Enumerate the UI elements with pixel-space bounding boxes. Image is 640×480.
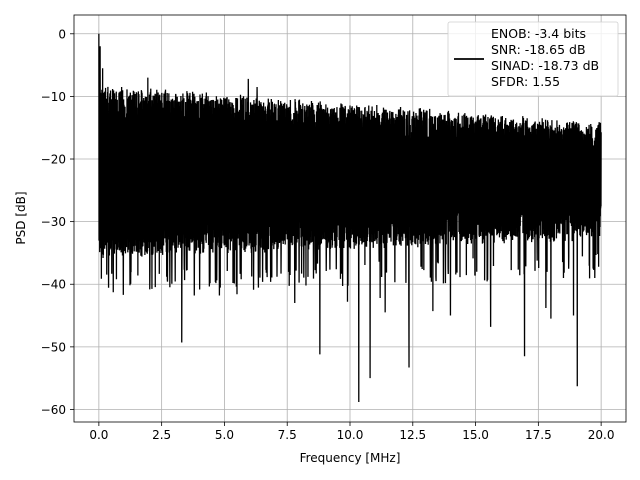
psd-series-line [98, 33, 602, 402]
legend-enob: ENOB: -3.4 bits [491, 26, 586, 41]
legend-sfdr: SFDR: 1.55 [491, 74, 560, 89]
x-tick-label: 17.5 [525, 428, 552, 442]
y-tick-label: −10 [41, 90, 66, 104]
x-axis: 0.0 2.5 5.0 7.5 10.0 12.5 15.0 17.5 20.0 [89, 422, 614, 442]
y-tick-label: −20 [41, 153, 66, 167]
y-tick-label: −60 [41, 403, 66, 417]
y-tick-label: −50 [41, 340, 66, 354]
x-tick-label: 0.0 [89, 428, 108, 442]
legend-sinad: SINAD: -18.73 dB [491, 58, 599, 73]
psd-line [98, 33, 602, 402]
y-axis-label: PSD [dB] [14, 191, 28, 244]
x-tick-label: 15.0 [462, 428, 489, 442]
x-tick-label: 7.5 [278, 428, 297, 442]
x-tick-label: 20.0 [588, 428, 615, 442]
x-tick-label: 5.0 [215, 428, 234, 442]
y-tick-label: −40 [41, 278, 66, 292]
legend: ENOB: -3.4 bits SNR: -18.65 dB SINAD: -1… [447, 21, 619, 97]
x-tick-label: 12.5 [399, 428, 426, 442]
y-tick-label: 0 [58, 27, 66, 41]
x-tick-label: 2.5 [152, 428, 171, 442]
x-tick-label: 10.0 [337, 428, 364, 442]
x-axis-label: Frequency [MHz] [300, 451, 401, 465]
y-tick-label: −30 [41, 215, 66, 229]
legend-snr: SNR: -18.65 dB [491, 42, 586, 57]
y-axis: 0 −10 −20 −30 −40 −50 −60 [41, 27, 74, 417]
legend-box [447, 21, 619, 97]
